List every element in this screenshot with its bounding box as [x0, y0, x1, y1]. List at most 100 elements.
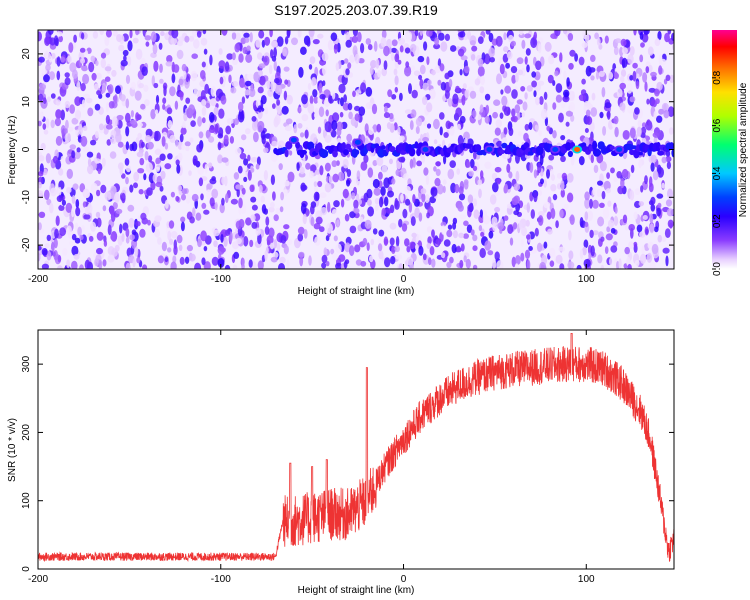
- heatmap-cell: [50, 93, 56, 99]
- heatmap-cell: [41, 248, 48, 256]
- heatmap-cell: [570, 154, 575, 166]
- heatmap-cell: [145, 128, 153, 138]
- heatmap-cell: [375, 58, 380, 69]
- heatmap-cell: [367, 167, 374, 178]
- heatmap-cell: [211, 176, 216, 182]
- heatmap-cell: [313, 112, 318, 119]
- heatmap-cell: [175, 159, 180, 166]
- heatmap-cell: [243, 158, 249, 166]
- heatmap-cell: [456, 245, 461, 252]
- heatmap-cell: [258, 70, 263, 76]
- heatmap-cell: [366, 242, 370, 252]
- heatmap-cell: [426, 242, 431, 249]
- heatmap-cell: [559, 139, 566, 145]
- heatmap-cell: [443, 239, 451, 247]
- heatmap-cell: [135, 48, 143, 60]
- heatmap-cell: [636, 126, 642, 137]
- heatmap-cell: [477, 58, 484, 68]
- heatmap-cell: [661, 156, 667, 164]
- heatmap-cell: [68, 42, 74, 53]
- heatmap-cell: [133, 182, 138, 189]
- heatmap-cell: [584, 211, 589, 221]
- heatmap-cell: [244, 89, 251, 96]
- heatmap-cell: [188, 35, 195, 42]
- heatmap-cell: [663, 109, 670, 119]
- heatmap-cell: [484, 240, 492, 251]
- heatmap-cell: [281, 105, 289, 115]
- heatmap-cell: [121, 233, 125, 242]
- heatmap-cell: [639, 231, 646, 238]
- heatmap-cell: [511, 74, 517, 84]
- heatmap-cell: [401, 223, 408, 232]
- heatmap-cell: [580, 89, 587, 96]
- heatmap-cell: [185, 249, 189, 259]
- heatmap-cell: [107, 254, 115, 263]
- heatmap-cell: [360, 43, 365, 54]
- heatmap-cell: [368, 127, 374, 135]
- heatmap-cell: [145, 162, 153, 173]
- heatmap-cell: [353, 207, 360, 214]
- heatmap-cell: [209, 197, 215, 207]
- heatmap-cell: [74, 237, 81, 244]
- heatmap-cell: [592, 230, 599, 236]
- heatmap-cell: [484, 115, 490, 124]
- heatmap-cell: [525, 48, 531, 56]
- heatmap-cell: [503, 127, 508, 135]
- heatmap-cell: [283, 66, 290, 72]
- heatmap-cell: [67, 133, 71, 141]
- heatmap-cell: [602, 125, 607, 136]
- heatmap-cell: [592, 187, 597, 196]
- heatmap-cell: [90, 221, 97, 232]
- heatmap-cell: [654, 88, 660, 97]
- heatmap-cell: [593, 164, 599, 174]
- heatmap-cell: [426, 102, 433, 113]
- heatmap-cell: [111, 69, 117, 77]
- heatmap-cell: [523, 132, 529, 142]
- heatmap-cell: [84, 206, 90, 215]
- heatmap-cell: [471, 45, 478, 52]
- heatmap-cell: [118, 44, 125, 52]
- heatmap-cell: [394, 245, 401, 253]
- heatmap-cell: [44, 243, 50, 249]
- heatmap-cell: [193, 88, 199, 96]
- heatmap-cell: [255, 39, 262, 48]
- heatmap-cell: [568, 250, 574, 260]
- heatmap-cell: [499, 149, 506, 154]
- heatmap-cell: [192, 207, 196, 217]
- heatmap-cell: [181, 188, 187, 195]
- heatmap-cell: [214, 123, 219, 134]
- colorbar-tick-label: 0.4: [712, 166, 723, 180]
- heatmap-cell: [398, 218, 403, 228]
- heatmap-cell: [538, 215, 544, 226]
- heatmap-cell: [447, 98, 453, 107]
- heatmap-cell: [95, 130, 99, 139]
- heatmap-cell: [54, 117, 62, 127]
- heatmap-cell: [321, 52, 329, 62]
- heatmap-cell: [145, 41, 150, 47]
- heatmap-peak: [574, 147, 581, 152]
- heatmap-cell: [629, 75, 634, 81]
- heatmap-cell: [175, 195, 180, 202]
- heatmap-cell: [311, 77, 317, 87]
- heatmap-cell: [270, 201, 275, 208]
- heatmap-cell: [359, 216, 364, 223]
- heatmap-cell: [425, 174, 429, 186]
- heatmap-cell: [297, 106, 302, 114]
- heatmap-cell: [302, 155, 306, 166]
- heatmap-cell: [66, 187, 72, 194]
- heatmap-cell: [317, 180, 323, 188]
- heatmap-cell: [578, 156, 585, 166]
- heatmap-cell: [433, 118, 440, 130]
- heatmap-cell: [530, 209, 535, 219]
- heatmap-cell: [439, 126, 443, 136]
- heatmap-cell: [153, 60, 159, 72]
- heatmap-cell: [58, 204, 65, 211]
- heatmap-cell: [599, 111, 604, 119]
- heatmap-cell: [83, 93, 91, 99]
- heatmap-cell: [168, 220, 175, 229]
- heatmap-cell: [307, 103, 315, 114]
- heatmap-cell: [297, 233, 304, 242]
- heatmap-cell: [300, 182, 307, 192]
- heatmap-cell: [101, 86, 106, 94]
- heatmap-cell: [155, 163, 161, 170]
